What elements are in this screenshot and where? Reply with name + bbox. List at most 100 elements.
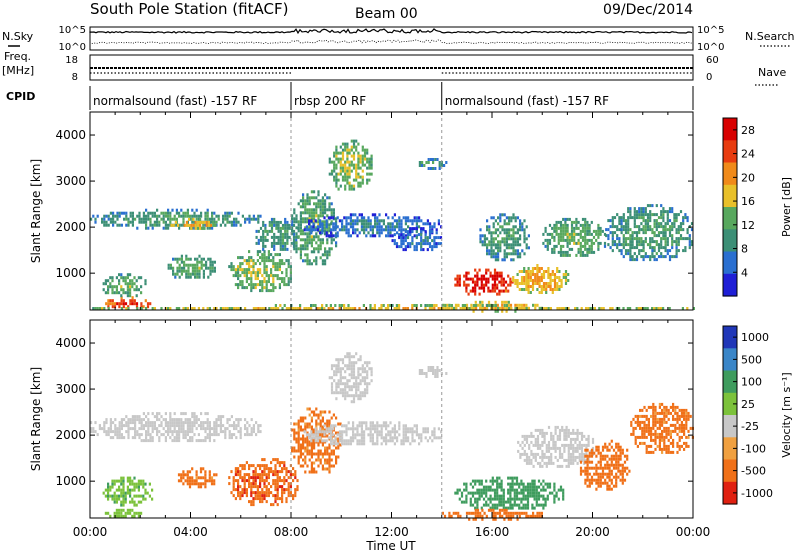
heatmap-cell [244,433,247,437]
heatmap-cell [332,234,335,238]
heatmap-cell [513,491,516,495]
heatmap-cell [633,222,636,226]
heatmap-cell [525,461,529,465]
heatmap-cell [257,214,260,218]
heatmap-cell [328,226,331,230]
heatmap-cell [279,229,282,233]
heatmap-cell [256,476,259,480]
heatmap-cell [191,427,194,431]
heatmap-cell [312,228,315,232]
heatmap-cell [239,268,242,272]
heatmap-cell [369,433,372,437]
heatmap-cell [418,442,421,446]
heatmap-cell [107,511,110,515]
heatmap-cell [259,500,262,504]
heatmap-cell [256,268,259,272]
heatmap-cell [500,500,503,504]
heatmap-cell [204,485,207,489]
heatmap-cell [211,260,214,264]
heatmap-cell [492,240,495,244]
heatmap-cell [498,271,501,275]
heatmap-cell [118,282,121,286]
heatmap-cell [114,418,117,422]
heatmap-cell [345,228,348,232]
heatmap-cell [245,286,248,290]
heatmap-cell [306,244,309,248]
heatmap-cell [235,307,238,310]
heatmap-cell [204,217,207,221]
heatmap-cell [230,436,233,440]
heatmap-cell [356,228,359,232]
heatmap-cell [328,229,331,233]
heatmap-cell [111,279,114,283]
heatmap-cell [556,437,559,441]
heatmap-cell [508,222,511,226]
heatmap-cell [527,273,530,276]
heatmap-cell [581,217,585,221]
heatmap-cell [352,370,356,374]
heatmap-cell [243,476,246,480]
heatmap-cell [509,491,512,495]
heatmap-cell [646,204,650,208]
heatmap-cell [138,418,141,422]
heatmap-cell [526,482,530,486]
heatmap-cell [352,439,355,443]
heatmap-cell [357,397,360,401]
heatmap-cell [640,307,643,310]
heatmap-cell [239,280,242,284]
heatmap-cell [355,388,358,392]
heatmap-cell [330,238,333,242]
heatmap-cell [270,274,273,278]
heatmap-cell [134,433,137,437]
heatmap-cell [332,222,335,226]
heatmap-cell [433,307,436,310]
heatmap-cell [368,172,371,176]
heatmap-cell [558,428,562,432]
heatmap-cell [649,237,652,241]
heatmap-cell [222,424,225,428]
heatmap-cell [104,279,107,283]
heatmap-cell [248,277,251,281]
heatmap-cell [314,427,317,431]
heatmap-cell [127,223,130,227]
heatmap-cell [273,238,276,242]
heatmap-cell [323,307,326,310]
heatmap-cell [274,485,277,489]
heatmap-cell [666,213,669,217]
heatmap-cell [250,217,253,221]
heatmap-cell [175,439,178,443]
heatmap-cell [151,497,154,501]
heatmap-cell [272,283,275,287]
heatmap-cell [518,303,521,307]
heatmap-cell [169,427,172,431]
heatmap-cell [267,488,270,492]
heatmap-cell [627,231,630,235]
heatmap-cell [206,479,209,483]
heatmap-cell [503,231,506,235]
heatmap-cell [202,476,205,480]
heatmap-cell [526,506,530,510]
heatmap-cell [313,211,316,215]
heatmap-cell [107,288,110,292]
heatmap-cell [254,467,257,471]
heatmap-cell [588,238,591,242]
heatmap-cell [341,148,345,152]
heatmap-cell [475,304,478,307]
heatmap-cell [305,433,308,437]
heatmap-cell [529,291,532,294]
heatmap-cell [156,430,159,434]
heatmap-cell [378,228,381,232]
heatmap-cell [341,142,345,146]
heatmap-cell [374,430,377,434]
heatmap-cell [382,219,385,223]
heatmap-cell [197,418,200,422]
heatmap-cell [308,470,311,474]
heatmap-cell [135,503,138,507]
heatmap-cell [597,229,600,233]
heatmap-cell [341,361,345,365]
heatmap-cell [463,488,466,492]
heatmap-cell [431,228,434,232]
heatmap-cell [385,436,388,440]
heatmap-cell [122,494,125,498]
heatmap-cell [107,430,110,434]
